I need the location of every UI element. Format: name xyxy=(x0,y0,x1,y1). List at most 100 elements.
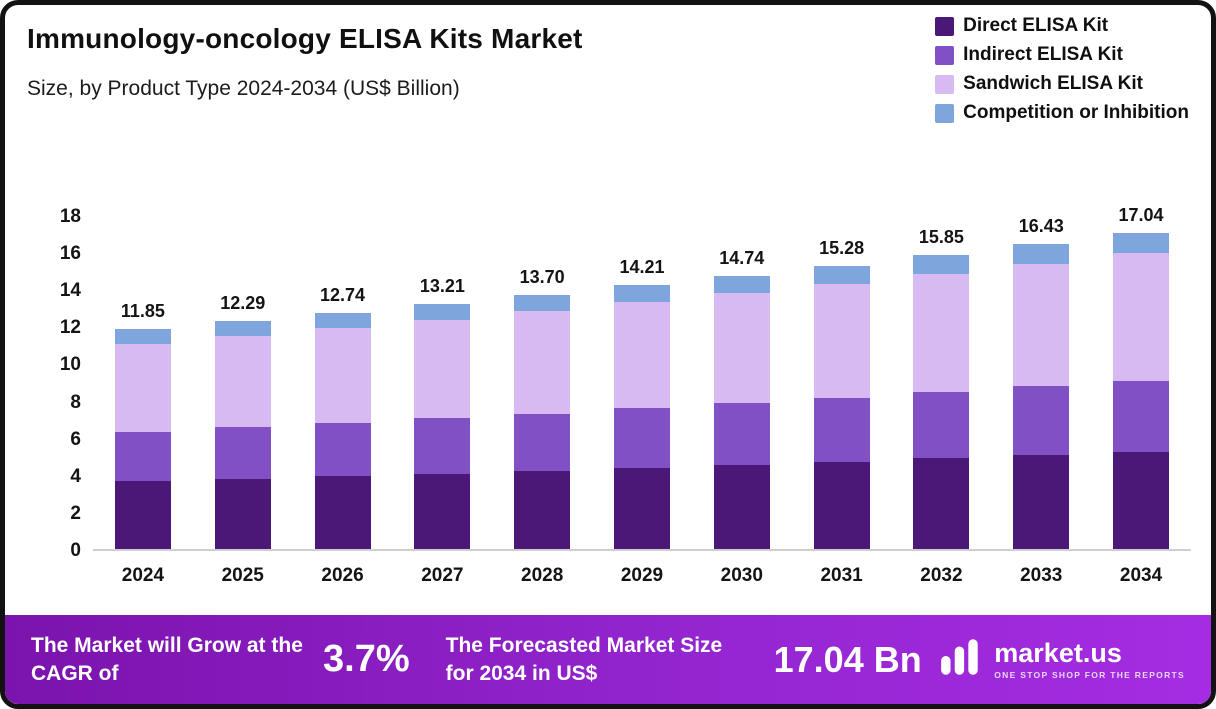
plot-area: 11.85 12.29 12.74 13.21 13.70 14.21 14.74 15.28… xyxy=(93,205,1191,551)
bar-group-2031: 15.28 xyxy=(792,217,892,549)
bar-segment-sandwich-elisa-kit xyxy=(913,274,970,393)
bar-segment-indirect-elisa-kit xyxy=(1013,386,1070,456)
bar-segment-indirect-elisa-kit xyxy=(314,423,371,477)
brand-logo: market.us ONE STOP SHOP FOR THE REPORTS xyxy=(938,635,1185,684)
bar-segment-sandwich-elisa-kit xyxy=(314,328,371,424)
stacked-bar xyxy=(813,265,870,549)
stacked-bar xyxy=(414,303,471,549)
bar-segment-sandwich-elisa-kit xyxy=(114,343,171,432)
cagr-label: The Market will Grow at the CAGR of xyxy=(31,634,303,685)
cagr-value: 3.7% xyxy=(323,638,410,680)
legend-item-indirect-elisa-kit: Indirect ELISA Kit xyxy=(935,44,1189,66)
bar-segment-sandwich-elisa-kit xyxy=(613,302,670,409)
bar-segment-competition-or-inhibition xyxy=(514,294,571,312)
bar-group-2034: 17.04 xyxy=(1091,205,1191,549)
bar-segment-direct-elisa-kit xyxy=(913,458,970,549)
x-tick-label: 2029 xyxy=(620,565,664,586)
y-tick-label: 18 xyxy=(59,206,81,227)
bar-group-2027: 13.21 xyxy=(392,217,492,549)
bar-segment-competition-or-inhibition xyxy=(414,303,471,320)
bar-total-label: 15.85 xyxy=(918,226,964,247)
y-axis: 0 2 4 6 8 10 12 14 16 18 xyxy=(23,206,81,561)
legend-swatch xyxy=(935,103,955,123)
bar-segment-sandwich-elisa-kit xyxy=(1113,253,1170,381)
bar-segment-indirect-elisa-kit xyxy=(1113,380,1170,452)
x-tick-label: 2024 xyxy=(121,565,165,586)
legend-label: Sandwich ELISA Kit xyxy=(963,73,1143,94)
bar-total-label: 13.21 xyxy=(419,275,465,296)
x-tick-label: 2030 xyxy=(720,565,763,586)
x-tick-label: 2031 xyxy=(820,565,863,586)
bar-segment-indirect-elisa-kit xyxy=(913,392,970,459)
bar-total-label: 16.43 xyxy=(1018,216,1064,237)
brand-text: market.us ONE STOP SHOP FOR THE REPORTS xyxy=(994,639,1185,679)
y-tick-label: 14 xyxy=(59,280,81,302)
bar-segment-competition-or-inhibition xyxy=(1113,232,1170,254)
bar-segment-competition-or-inhibition xyxy=(214,320,271,336)
bar-segment-sandwich-elisa-kit xyxy=(713,293,770,404)
bar-group-2030: 14.74 xyxy=(692,217,792,549)
bar-segment-sandwich-elisa-kit xyxy=(1013,263,1070,387)
legend-swatch xyxy=(935,16,955,36)
bar-group-2024: 11.85 xyxy=(93,217,193,549)
bar-segment-indirect-elisa-kit xyxy=(514,413,571,471)
x-tick-label: 2034 xyxy=(1119,565,1163,586)
bar-segment-competition-or-inhibition xyxy=(314,312,371,329)
bar-segment-competition-or-inhibition xyxy=(813,265,870,284)
stacked-bar xyxy=(1013,244,1070,549)
y-tick-label: 6 xyxy=(70,428,81,450)
market-us-logo-icon xyxy=(938,635,984,684)
x-tick-label: 2032 xyxy=(920,565,963,586)
bar-segment-indirect-elisa-kit xyxy=(414,418,471,474)
y-tick-label: 4 xyxy=(70,465,81,487)
bar-total-label: 15.28 xyxy=(819,237,865,258)
bar-segment-sandwich-elisa-kit xyxy=(813,283,870,398)
bar-group-2028: 13.70 xyxy=(492,217,592,549)
bar-segment-direct-elisa-kit xyxy=(214,478,271,549)
bar-total-label: 13.70 xyxy=(519,266,565,287)
bar-group-2029: 14.21 xyxy=(592,217,692,549)
chart-legend: Direct ELISA Kit Indirect ELISA Kit Sandwi… xyxy=(935,15,1189,124)
bar-segment-direct-elisa-kit xyxy=(713,464,770,549)
chart-subtitle: Size, by Product Type 2024-2034 (US$ Bil… xyxy=(27,77,460,100)
y-tick-label: 2 xyxy=(70,502,81,524)
bar-segment-competition-or-inhibition xyxy=(613,285,670,303)
bar-segment-direct-elisa-kit xyxy=(414,473,471,549)
bar-total-label: 14.74 xyxy=(719,247,765,268)
legend-label: Direct ELISA Kit xyxy=(963,15,1109,36)
x-tick-label: 2026 xyxy=(321,565,364,586)
x-tick-label: 2025 xyxy=(221,565,264,586)
bar-total-label: 12.74 xyxy=(320,284,366,305)
x-axis-labels: 2024 2025 2026 2027 2028 2029 2030 2031 2032 2033… xyxy=(93,565,1191,587)
stacked-bar xyxy=(1113,232,1170,549)
bar-segment-competition-or-inhibition xyxy=(114,329,171,344)
bar-segment-indirect-elisa-kit xyxy=(813,397,870,462)
bar-segment-competition-or-inhibition xyxy=(1013,244,1070,264)
bar-segment-direct-elisa-kit xyxy=(114,481,171,549)
brand-name: market.us xyxy=(994,638,1122,669)
legend-label: Indirect ELISA Kit xyxy=(963,44,1123,65)
forecast-value: 17.04 Bn xyxy=(773,638,922,680)
y-tick-label: 8 xyxy=(70,391,81,413)
bar-segment-indirect-elisa-kit xyxy=(613,408,670,468)
bar-segment-sandwich-elisa-kit xyxy=(514,311,571,414)
y-tick-label: 12 xyxy=(59,317,81,339)
bar-group-2033: 16.43 xyxy=(991,216,1091,549)
bar-group-2025: 12.29 xyxy=(193,217,293,549)
bar-segment-competition-or-inhibition xyxy=(913,254,970,275)
bar-segment-direct-elisa-kit xyxy=(514,470,571,549)
stacked-bar xyxy=(713,275,770,549)
brand-tagline: ONE STOP SHOP FOR THE REPORTS xyxy=(994,669,1185,680)
bar-total-label: 11.85 xyxy=(120,301,165,322)
bar-segment-direct-elisa-kit xyxy=(314,476,371,549)
bar-total-label: 17.04 xyxy=(1118,204,1164,225)
legend-label: Competition or Inhibition xyxy=(963,102,1189,123)
footer-banner: The Market will Grow at the CAGR of 3.7%… xyxy=(5,615,1211,704)
stacked-bar xyxy=(913,254,970,549)
stacked-bar xyxy=(613,285,670,549)
stacked-bar xyxy=(214,320,271,549)
legend-item-direct-elisa-kit: Direct ELISA Kit xyxy=(935,15,1189,37)
bar-total-label: 12.29 xyxy=(220,292,266,313)
bar-segment-indirect-elisa-kit xyxy=(114,431,171,482)
